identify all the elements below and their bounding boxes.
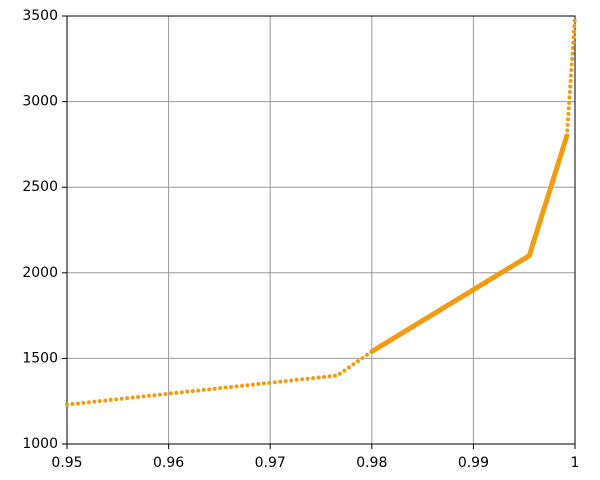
x-tick-label: 0.96 bbox=[153, 455, 184, 471]
y-tick-label: 2000 bbox=[22, 265, 58, 281]
plot-frame bbox=[66, 15, 576, 445]
y-tick-label: 1000 bbox=[22, 436, 58, 452]
data-line bbox=[65, 349, 374, 407]
y-tick-label: 3500 bbox=[22, 8, 58, 24]
y-tick-label: 3000 bbox=[22, 94, 58, 110]
x-tick-label: 1 bbox=[571, 455, 580, 471]
x-tick-label: 0.99 bbox=[458, 455, 489, 471]
x-tick-label: 0.98 bbox=[356, 455, 387, 471]
data-line bbox=[564, 14, 577, 138]
data-line bbox=[369, 133, 570, 355]
y-tick-label: 1500 bbox=[22, 350, 58, 366]
y-tick-label: 2500 bbox=[22, 179, 58, 195]
x-tick-label: 0.97 bbox=[255, 455, 286, 471]
x-tick-label: 0.95 bbox=[51, 455, 82, 471]
